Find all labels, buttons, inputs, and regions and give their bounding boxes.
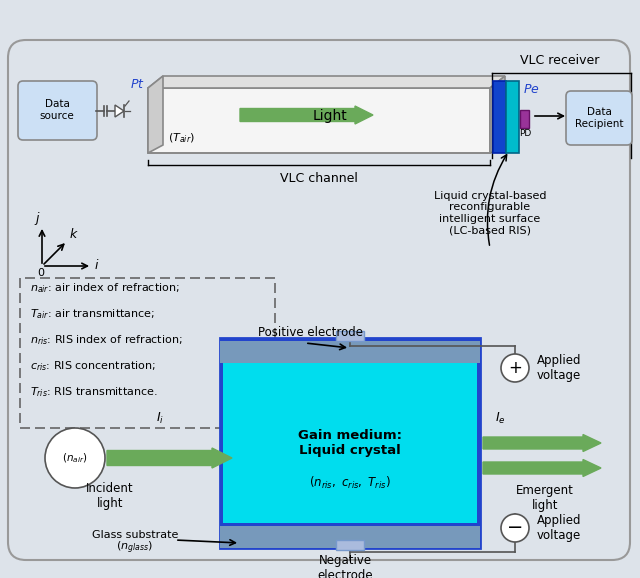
Text: $c_{ris}$: RIS concentration;: $c_{ris}$: RIS concentration; xyxy=(30,359,156,373)
FancyBboxPatch shape xyxy=(493,81,506,153)
Text: Applied
voltage: Applied voltage xyxy=(537,514,582,542)
Text: Gain medium:
Liquid crystal: Gain medium: Liquid crystal xyxy=(298,429,402,457)
Text: $j$: $j$ xyxy=(34,210,41,227)
Circle shape xyxy=(45,428,105,488)
FancyBboxPatch shape xyxy=(336,540,364,550)
Text: $0$: $0$ xyxy=(37,266,45,278)
Text: −: − xyxy=(507,518,523,538)
FancyBboxPatch shape xyxy=(336,331,364,341)
FancyBboxPatch shape xyxy=(220,526,480,548)
Polygon shape xyxy=(490,76,505,153)
FancyBboxPatch shape xyxy=(520,110,529,128)
Text: $I_e$: $I_e$ xyxy=(495,410,506,425)
Text: Positive electrode: Positive electrode xyxy=(257,327,362,339)
Text: $Pt$: $Pt$ xyxy=(130,78,145,91)
Text: VLC channel: VLC channel xyxy=(280,172,358,185)
Circle shape xyxy=(501,514,529,542)
FancyBboxPatch shape xyxy=(506,81,519,153)
Text: Applied
voltage: Applied voltage xyxy=(537,354,582,382)
Text: $T_{air}$: air transmittance;: $T_{air}$: air transmittance; xyxy=(30,307,155,321)
Text: Negative
electrode: Negative electrode xyxy=(317,554,373,578)
Text: $T_{ris}$: RIS transmittance.: $T_{ris}$: RIS transmittance. xyxy=(30,385,158,399)
Polygon shape xyxy=(148,88,490,153)
Text: $k$: $k$ xyxy=(69,227,79,241)
Polygon shape xyxy=(115,105,124,117)
Text: $(n_{glass})$: $(n_{glass})$ xyxy=(116,540,154,556)
Text: Data
source: Data source xyxy=(40,99,74,121)
Text: Glass substrate: Glass substrate xyxy=(92,530,178,540)
Text: $n_{ris}$: RIS index of refraction;: $n_{ris}$: RIS index of refraction; xyxy=(30,333,182,347)
Polygon shape xyxy=(148,76,505,88)
Circle shape xyxy=(501,354,529,382)
Text: +: + xyxy=(508,359,522,377)
Text: Emergent
light: Emergent light xyxy=(516,484,574,512)
Text: Light: Light xyxy=(312,109,348,123)
Text: $n_{air}$: air index of refraction;: $n_{air}$: air index of refraction; xyxy=(30,281,180,295)
Text: Data
Recipient: Data Recipient xyxy=(575,107,623,129)
FancyBboxPatch shape xyxy=(220,341,480,363)
FancyBboxPatch shape xyxy=(18,81,97,140)
FancyArrow shape xyxy=(240,106,373,124)
FancyArrow shape xyxy=(483,460,601,476)
Polygon shape xyxy=(148,76,163,153)
Text: $(n_{ris},\ c_{ris},\ T_{ris})$: $(n_{ris},\ c_{ris},\ T_{ris})$ xyxy=(309,475,391,491)
Text: Incident
light: Incident light xyxy=(86,482,134,510)
FancyBboxPatch shape xyxy=(220,338,480,548)
Text: $i$: $i$ xyxy=(94,258,99,272)
Text: VLC receiver: VLC receiver xyxy=(520,54,600,66)
FancyBboxPatch shape xyxy=(566,91,632,145)
FancyArrow shape xyxy=(483,435,601,451)
Text: $Pe$: $Pe$ xyxy=(523,83,540,96)
FancyBboxPatch shape xyxy=(223,363,477,523)
Text: Liquid crystal-based
reconfigurable
intelligent surface
(LC-based RIS): Liquid crystal-based reconfigurable inte… xyxy=(434,191,547,235)
Text: $I_i$: $I_i$ xyxy=(156,410,164,425)
Text: PD: PD xyxy=(519,128,531,138)
FancyBboxPatch shape xyxy=(8,40,630,560)
Text: $(n_{air})$: $(n_{air})$ xyxy=(62,451,88,465)
FancyArrow shape xyxy=(107,448,232,468)
Text: $(T_{air})$: $(T_{air})$ xyxy=(168,131,195,145)
